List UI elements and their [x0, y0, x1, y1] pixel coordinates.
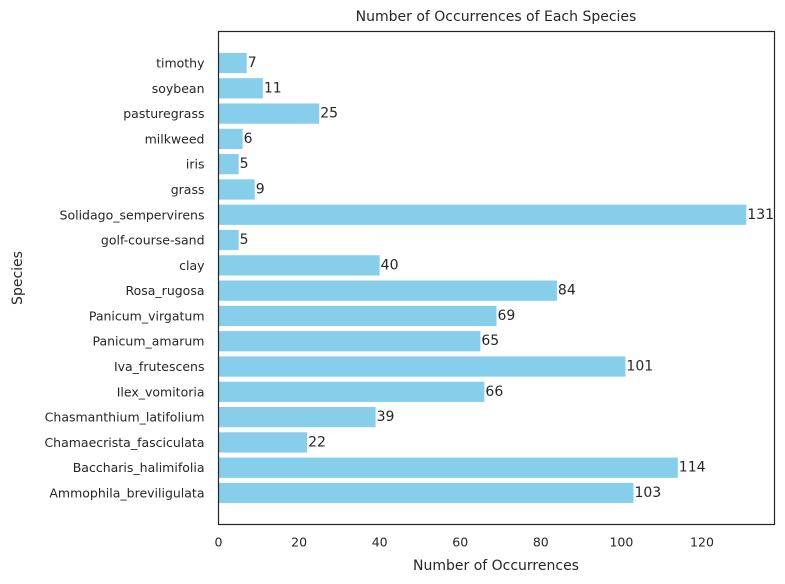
x-axis-label: Number of Occurrences	[413, 558, 579, 574]
y-tick-label: milkweed	[145, 131, 205, 146]
y-tick-label: Chamaecrista_fasciculata	[44, 435, 204, 450]
y-tick-label: Iva_frutescens	[114, 359, 205, 374]
value-label: 101	[626, 359, 653, 375]
x-tick-label: 100	[609, 535, 633, 550]
value-label: 5	[240, 156, 249, 172]
bar	[218, 229, 239, 251]
bar	[218, 179, 255, 200]
y-tick-label: Rosa_rugosa	[125, 283, 204, 298]
y-tick-label: Ilex_vomitoria	[117, 384, 205, 399]
y-tick-label: golf-course-sand	[101, 233, 205, 248]
y-tick-label: Baccharis_halimifolia	[73, 460, 205, 475]
y-tick-label: timothy	[156, 56, 205, 71]
x-tick-label: 40	[372, 535, 388, 550]
value-label: 25	[320, 106, 338, 122]
y-tick-label: clay	[179, 258, 205, 273]
value-label: 5	[240, 232, 249, 248]
bar	[218, 78, 263, 99]
y-axis-label: Species	[10, 251, 26, 305]
x-ticks: 0 20 40 60 80 100 120	[215, 535, 714, 550]
value-label: 131	[747, 207, 774, 223]
bar	[218, 356, 626, 377]
bar	[218, 482, 634, 504]
bar	[218, 432, 308, 453]
x-tick-label: 120	[690, 535, 714, 550]
bar	[218, 154, 239, 175]
value-label: 11	[264, 80, 282, 96]
value-label: 39	[377, 409, 395, 425]
bar	[218, 331, 481, 352]
value-label: 65	[481, 333, 499, 349]
y-tick-label: Panicum_amarum	[93, 334, 205, 349]
y-tick-label: Panicum_virgatum	[89, 308, 205, 323]
bar	[218, 128, 243, 149]
value-label: 9	[256, 181, 265, 197]
y-tick-label: Solidago_sempervirens	[60, 207, 205, 222]
chart-title: Number of Occurrences of Each Species	[356, 9, 637, 25]
bars-group	[218, 52, 747, 504]
value-label: 7	[248, 55, 257, 71]
value-label: 66	[485, 384, 503, 400]
bar	[218, 52, 247, 74]
y-tick-label: soybean	[152, 81, 205, 96]
bar	[218, 407, 376, 428]
value-label: 84	[558, 283, 576, 299]
bar	[218, 305, 497, 327]
y-tick-label: Ammophila_breviligulata	[49, 486, 204, 501]
y-tick-label: iris	[186, 157, 205, 172]
value-label: 103	[634, 485, 661, 501]
bar	[218, 457, 678, 478]
bar	[218, 255, 380, 276]
y-tick-label: grass	[171, 182, 205, 197]
x-tick-label: 0	[215, 535, 223, 550]
value-label: 40	[381, 257, 399, 273]
x-tick-label: 60	[452, 535, 468, 550]
value-label: 22	[308, 434, 326, 450]
y-tick-labels: Ammophila_breviligulata Baccharis_halimif…	[44, 56, 205, 501]
plot-frame	[217, 30, 776, 526]
x-tick-label: 80	[533, 535, 549, 550]
value-label: 6	[244, 131, 253, 147]
bar	[218, 381, 485, 402]
value-label: 114	[679, 460, 706, 476]
bar	[218, 204, 747, 225]
bar	[218, 103, 320, 124]
bar	[218, 280, 557, 301]
y-tick-label: Chasmanthium_latifolium	[45, 410, 205, 425]
y-tick-label: pasturegrass	[123, 106, 204, 121]
value-label: 69	[498, 308, 516, 324]
x-tick-label: 20	[291, 535, 307, 550]
